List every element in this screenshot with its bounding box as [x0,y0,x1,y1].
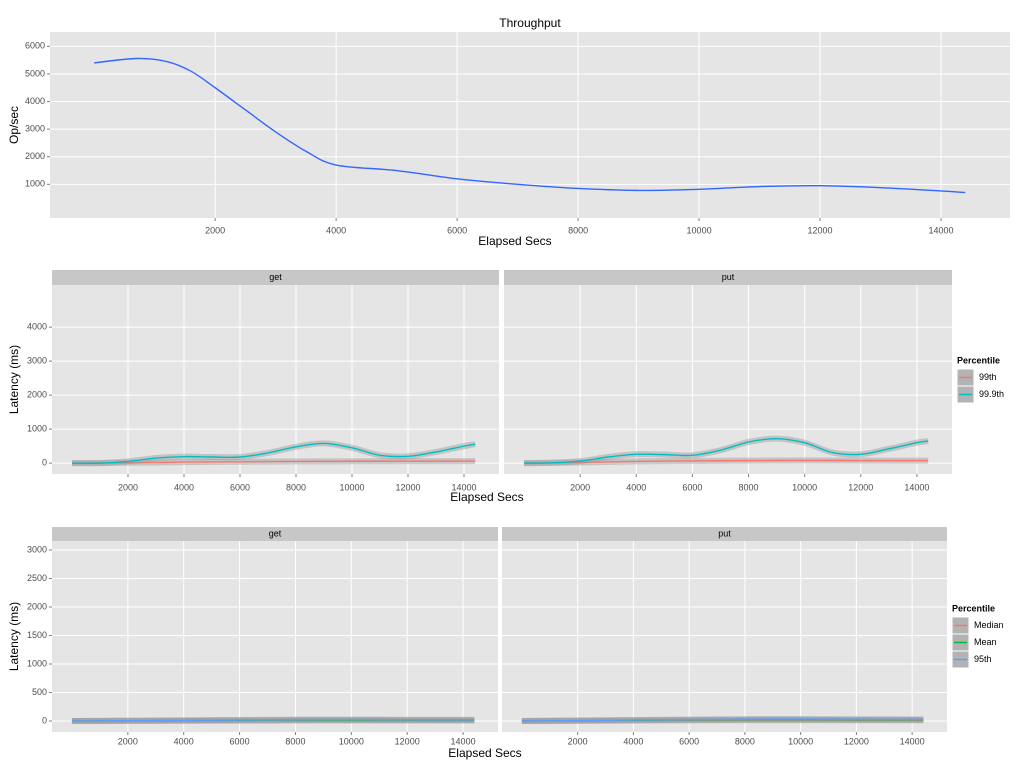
x-tick-label: 14000 [904,482,929,492]
y-tick-label: 3000 [27,544,47,554]
x-tick-label: 2000 [570,482,590,492]
x-axis-label: Elapsed Secs [448,746,521,760]
x-tick-label: 10000 [339,736,364,746]
y-axis-label: Latency (ms) [7,602,21,671]
y-tick-label: 4000 [25,96,45,106]
y-tick-label: 2000 [27,601,47,611]
panel-background [52,285,499,474]
strip-label: put [722,272,735,282]
x-tick-label: 14000 [451,482,476,492]
legend-label: Mean [974,637,997,647]
line [524,437,929,464]
legend-label: Median [974,620,1004,630]
x-tick-label: 2000 [205,225,225,235]
x-tick-label: 12000 [844,736,869,746]
x-tick-label: 8000 [286,482,306,492]
y-axis-label: Latency (ms) [7,345,21,414]
y-tick-label: 3000 [25,124,45,134]
y-tick-label: 0 [42,715,47,725]
strip-label: get [269,272,282,282]
x-tick-label: 6000 [230,482,250,492]
y-tick-label: 2500 [27,573,47,583]
y-tick-label: 2000 [27,390,47,400]
y-tick-label: 1000 [25,179,45,189]
x-tick-label: 4000 [174,736,194,746]
y-tick-label: 1000 [27,658,47,668]
x-tick-label: 6000 [447,225,467,235]
x-tick-label: 6000 [679,736,699,746]
x-tick-label: 2000 [118,482,138,492]
x-axis-label: Elapsed Secs [450,490,523,504]
panel-background [50,32,1010,218]
x-tick-label: 4000 [326,225,346,235]
y-tick-label: 2000 [25,151,45,161]
y-tick-label: 4000 [27,322,47,332]
x-tick-label: 14000 [929,225,954,235]
x-tick-label: 4000 [626,482,646,492]
legend-label: 95th [974,654,992,664]
x-tick-label: 8000 [568,225,588,235]
chart-title: Throughput [499,16,561,30]
x-tick-label: 2000 [568,736,588,746]
x-tick-label: 14000 [451,736,476,746]
x-tick-label: 10000 [339,482,364,492]
line [71,460,476,464]
panel-background [504,285,952,474]
x-tick-label: 8000 [735,736,755,746]
x-tick-label: 12000 [395,482,420,492]
y-tick-label: 500 [32,687,47,697]
x-tick-label: 8000 [739,482,759,492]
strip [502,527,947,541]
x-tick-label: 14000 [900,736,925,746]
x-axis-label: Elapsed Secs [478,234,551,248]
line [524,459,929,464]
y-tick-label: 6000 [25,41,45,51]
strip-label: get [269,528,282,538]
y-tick-label: 3000 [27,356,47,366]
line [71,718,475,722]
line [71,442,476,464]
strip [504,270,952,285]
x-tick-label: 4000 [174,482,194,492]
strip-label: put [718,528,731,538]
x-tick-label: 12000 [395,736,420,746]
y-tick-label: 1000 [27,424,47,434]
y-tick-label: 1500 [27,630,47,640]
strip [52,270,499,285]
y-tick-label: 0 [42,457,47,467]
x-tick-label: 10000 [687,225,712,235]
y-axis-label: Op/sec [7,106,21,144]
x-tick-label: 8000 [285,736,305,746]
line [94,57,966,194]
panel-background [52,541,498,732]
x-tick-label: 2000 [118,736,138,746]
x-tick-label: 10000 [788,736,813,746]
x-tick-label: 12000 [808,225,833,235]
legend-title: Percentile [957,355,1000,365]
legend-label: 99.9th [979,389,1004,399]
line [521,718,924,722]
x-tick-label: 12000 [848,482,873,492]
x-tick-label: 6000 [682,482,702,492]
x-tick-label: 10000 [792,482,817,492]
x-tick-label: 6000 [230,736,250,746]
x-tick-label: 4000 [623,736,643,746]
legend-label: 99th [979,372,997,382]
strip [52,527,498,541]
panel-background [502,541,947,732]
y-tick-label: 5000 [25,68,45,78]
legend-title: Percentile [952,603,995,613]
